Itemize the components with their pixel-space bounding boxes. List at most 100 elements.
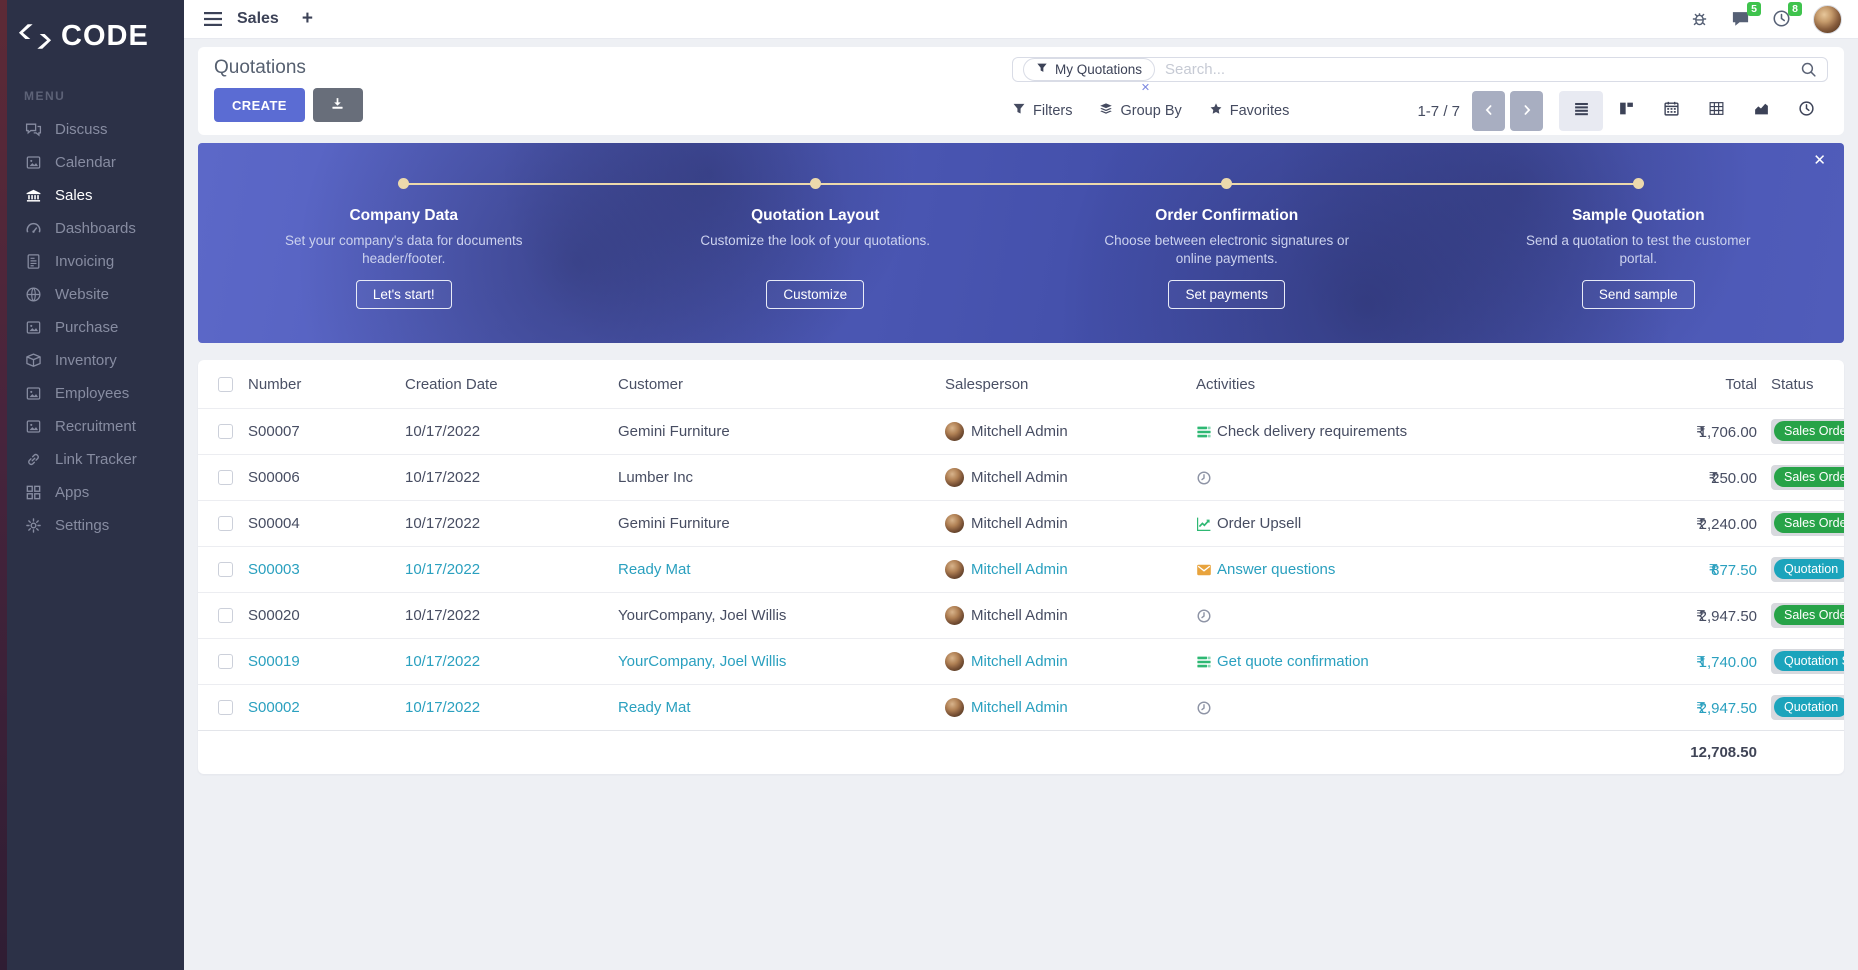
star-icon — [1209, 102, 1223, 120]
row-checkbox[interactable] — [218, 608, 233, 623]
table-row[interactable]: S00002 10/17/2022 Ready Mat Mitchell Adm… — [198, 684, 1844, 730]
search-facet[interactable]: My Quotations ✕ — [1023, 58, 1156, 94]
view-kanban-button[interactable] — [1604, 91, 1648, 131]
search-controls-row: Filters Group By Favorites — [1012, 91, 1828, 131]
amount: 877.50 — [1711, 561, 1757, 579]
row-status: Quotation — [1757, 695, 1844, 720]
step-action-button[interactable]: Set payments — [1168, 280, 1286, 309]
column-header-customer[interactable]: Customer — [618, 375, 684, 393]
view-graph-button[interactable] — [1739, 91, 1783, 131]
sidebar-item-label: Invoicing — [55, 253, 115, 270]
salesperson-name: Mitchell Admin — [971, 423, 1068, 440]
favorites-label: Favorites — [1229, 103, 1290, 119]
page-title: Quotations — [214, 57, 306, 78]
row-status: Sales Order — [1757, 465, 1844, 490]
create-button[interactable]: CREATE — [214, 88, 305, 122]
column-header-number[interactable]: Number — [248, 375, 302, 393]
banner-close-icon[interactable]: ✕ — [1813, 152, 1826, 169]
sidebar-item-calendar[interactable]: Calendar — [0, 146, 184, 179]
search-input[interactable] — [1165, 61, 1790, 78]
view-pivot-button[interactable] — [1694, 91, 1738, 131]
column-header-creation-date[interactable]: Creation Date — [405, 375, 498, 393]
pager-next-button[interactable] — [1510, 91, 1543, 131]
row-activity[interactable]: Answer questions — [1196, 561, 1561, 578]
tasks-icon — [1196, 654, 1212, 670]
export-button[interactable] — [312, 88, 363, 122]
sidebar-item-recruitment[interactable]: Recruitment — [0, 410, 184, 443]
salesperson-name: Mitchell Admin — [971, 653, 1068, 670]
step-dot — [398, 178, 410, 189]
row-activity[interactable] — [1196, 608, 1561, 624]
row-activity[interactable]: Get quote confirmation — [1196, 653, 1561, 670]
filter-controls: Filters Group By Favorites — [1012, 102, 1289, 120]
sidebar-item-inventory[interactable]: Inventory — [0, 344, 184, 377]
onboarding-step: Company Data Set your company's data for… — [198, 171, 610, 309]
step-action-button[interactable]: Customize — [766, 280, 865, 309]
activities-icon[interactable]: 8 — [1772, 2, 1802, 29]
column-header-status[interactable]: Status — [1771, 375, 1814, 393]
view-calendar-button[interactable] — [1649, 91, 1693, 131]
table-row[interactable]: S00004 10/17/2022 Gemini Furniture Mitch… — [198, 500, 1844, 546]
app-logo[interactable]: CODE — [0, 0, 184, 53]
row-activity[interactable]: Order Upsell — [1196, 515, 1561, 532]
chat-bubbles-icon — [24, 121, 42, 139]
group-by-button[interactable]: Group By — [1099, 102, 1182, 120]
image-placeholder-icon — [24, 154, 42, 172]
search-icon[interactable] — [1800, 61, 1817, 78]
row-checkbox[interactable] — [218, 470, 233, 485]
row-checkbox[interactable] — [218, 654, 233, 669]
clock-icon — [1196, 700, 1212, 716]
currency-symbol: ₹ — [1696, 607, 1706, 625]
column-header-salesperson[interactable]: Salesperson — [945, 375, 1029, 393]
row-activity[interactable]: Check delivery requirements — [1196, 423, 1561, 440]
user-avatar[interactable] — [1813, 4, 1842, 34]
activity-label: Order Upsell — [1217, 515, 1302, 532]
select-all-checkbox[interactable] — [218, 376, 233, 392]
sidebar-item-apps[interactable]: Apps — [0, 476, 184, 509]
filters-button[interactable]: Filters — [1012, 102, 1072, 120]
view-activity-button[interactable] — [1784, 91, 1828, 131]
row-checkbox[interactable] — [218, 516, 233, 531]
table-row[interactable]: S00019 10/17/2022 YourCompany, Joel Will… — [198, 638, 1844, 684]
table-row[interactable]: S00020 10/17/2022 YourCompany, Joel Will… — [198, 592, 1844, 638]
sidebar-item-discuss[interactable]: Discuss — [0, 113, 184, 146]
sidebar-item-sales[interactable]: Sales — [0, 179, 184, 212]
step-action-button[interactable]: Let's start! — [355, 280, 452, 309]
status-badge: Quotation Sent — [1774, 651, 1844, 671]
row-number: S00019 — [248, 653, 300, 670]
filters-funnel-icon — [1012, 102, 1026, 120]
pager-previous-button[interactable] — [1472, 91, 1505, 131]
sidebar-item-employees[interactable]: Employees — [0, 377, 184, 410]
step-action-button[interactable]: Send sample — [1581, 280, 1695, 309]
sidebar-item-purchase[interactable]: Purchase — [0, 311, 184, 344]
column-header-total[interactable]: Total — [1725, 375, 1757, 393]
topbar: Sales + 5 8 — [184, 0, 1858, 39]
row-checkbox[interactable] — [218, 424, 233, 439]
column-header-activities[interactable]: Activities — [1196, 375, 1256, 393]
salesperson-name: Mitchell Admin — [971, 607, 1068, 624]
sidebar-item-link-tracker[interactable]: Link Tracker — [0, 443, 184, 476]
sidebar-item-website[interactable]: Website — [0, 278, 184, 311]
onboarding-timeline — [403, 183, 1639, 185]
sidebar-item-invoicing[interactable]: Invoicing — [0, 245, 184, 278]
row-activity[interactable] — [1196, 700, 1561, 716]
favorites-button[interactable]: Favorites — [1209, 102, 1290, 120]
search-bar[interactable]: My Quotations ✕ — [1012, 57, 1828, 94]
messages-icon[interactable]: 5 — [1731, 2, 1761, 29]
table-row[interactable]: S00003 10/17/2022 Ready Mat Mitchell Adm… — [198, 546, 1844, 592]
table-row[interactable]: S00007 10/17/2022 Gemini Furniture Mitch… — [198, 408, 1844, 454]
row-checkbox[interactable] — [218, 700, 233, 715]
new-tab-button[interactable]: + — [301, 8, 313, 29]
sidebar-item-dashboards[interactable]: Dashboards — [0, 212, 184, 245]
table-row[interactable]: S00006 10/17/2022 Lumber Inc Mitchell Ad… — [198, 454, 1844, 500]
debug-bug-icon[interactable] — [1690, 9, 1710, 29]
facet-remove-icon[interactable]: ✕ — [1140, 82, 1151, 94]
row-checkbox[interactable] — [218, 562, 233, 577]
sidebar-item-settings[interactable]: Settings — [0, 509, 184, 542]
hamburger-menu-icon[interactable] — [204, 12, 222, 26]
view-list-button[interactable] — [1559, 91, 1603, 131]
select-all-cell — [198, 376, 248, 392]
status-badge-wrap: Quotation — [1771, 695, 1844, 720]
topbar-app-title[interactable]: Sales — [237, 10, 279, 27]
row-activity[interactable] — [1196, 470, 1561, 486]
